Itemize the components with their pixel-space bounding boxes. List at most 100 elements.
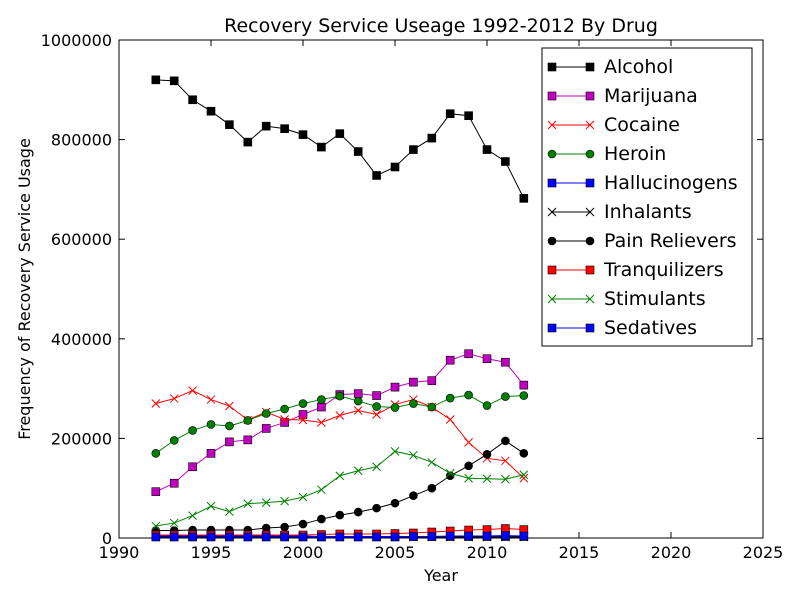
legend-label: Cocaine	[604, 114, 680, 136]
data-point-stimulants	[353, 466, 363, 476]
data-point-stimulants	[169, 518, 179, 528]
data-point-sedatives	[188, 532, 197, 542]
data-point-cocaine	[353, 406, 363, 415]
data-point-stimulants	[390, 446, 400, 456]
data-point-heroin	[519, 391, 529, 400]
data-point-stimulants	[501, 474, 510, 484]
data-point-alcohol	[519, 194, 529, 203]
data-point-marijuana	[445, 355, 455, 365]
legend-marker	[585, 265, 595, 275]
data-point-pain-relievers	[372, 503, 381, 513]
data-point-alcohol	[169, 76, 179, 86]
legend-label: Pain Relievers	[604, 230, 737, 252]
data-point-marijuana	[188, 462, 197, 472]
data-point-alcohol	[372, 171, 381, 180]
data-point-pain-relievers	[409, 491, 418, 500]
data-point-stimulants	[151, 521, 161, 531]
data-point-stimulants	[317, 485, 326, 495]
legend-marker	[547, 265, 557, 275]
data-point-marijuana	[298, 410, 308, 419]
y-tick-label: 800000	[51, 131, 112, 150]
data-point-marijuana	[372, 391, 381, 400]
data-point-pain-relievers	[464, 461, 473, 471]
legend-marker	[547, 149, 557, 159]
data-point-pain-relievers	[317, 514, 326, 524]
data-point-stimulants	[261, 498, 271, 507]
data-point-marijuana	[501, 357, 510, 367]
data-point-alcohol	[206, 106, 216, 116]
y-tick-label: 1000000	[41, 31, 112, 50]
data-point-pain-relievers	[501, 436, 510, 446]
x-axis-title: Year	[423, 566, 458, 585]
legend-marker	[547, 207, 557, 217]
data-point-alcohol	[501, 157, 510, 166]
x-tick-label: 2020	[651, 543, 692, 562]
data-point-heroin	[206, 420, 216, 429]
legend-box	[541, 47, 753, 347]
data-point-sedatives	[390, 532, 400, 542]
data-point-sedatives	[482, 531, 492, 541]
data-point-sedatives	[464, 531, 473, 541]
data-point-cocaine	[445, 415, 455, 424]
data-point-alcohol	[427, 133, 437, 143]
data-point-alcohol	[188, 95, 197, 105]
data-point-stimulants	[427, 457, 437, 467]
data-point-cocaine	[225, 401, 234, 411]
data-point-stimulants	[243, 499, 253, 508]
data-point-heroin	[317, 395, 326, 404]
data-point-heroin	[464, 390, 473, 400]
data-point-cocaine	[280, 415, 289, 424]
data-point-alcohol	[225, 120, 234, 129]
legend-item-sedatives: Sedatives	[547, 317, 697, 339]
axis-ticks: 1990 1995 2000 2005 2010 2015 2020 2025 0 200000 4…	[41, 31, 784, 562]
data-point-alcohol	[409, 145, 418, 154]
data-point-stimulants	[482, 474, 492, 484]
data-point-marijuana	[353, 389, 363, 398]
y-tick-label: 600000	[51, 230, 112, 249]
data-point-sedatives	[151, 532, 161, 542]
data-point-marijuana	[280, 418, 289, 427]
data-point-stimulants	[409, 450, 418, 460]
data-point-pain-relievers	[427, 483, 437, 493]
data-point-alcohol	[298, 130, 308, 139]
data-point-heroin	[445, 393, 455, 403]
x-tick-label: 2025	[743, 543, 784, 562]
legend-marker	[585, 294, 595, 304]
legend-label: Heroin	[604, 143, 666, 165]
data-point-sedatives	[372, 532, 381, 542]
data-point-sedatives	[519, 531, 529, 541]
legend-marker	[547, 91, 557, 101]
data-point-sedatives	[409, 532, 418, 541]
data-point-marijuana	[427, 376, 437, 385]
data-point-heroin	[482, 401, 492, 410]
legend-item-stimulants: Stimulants	[547, 288, 706, 310]
data-point-marijuana	[261, 424, 271, 433]
data-point-sedatives	[243, 532, 253, 542]
data-point-heroin	[280, 404, 289, 414]
chart-title: Recovery Service Useage 1992-2012 By Dru…	[224, 15, 658, 37]
legend-marker	[585, 207, 595, 217]
data-point-sedatives	[317, 532, 326, 542]
legend-marker	[585, 178, 595, 188]
data-point-heroin	[372, 402, 381, 411]
data-point-sedatives	[501, 531, 510, 540]
legend-marker	[547, 294, 557, 304]
data-point-marijuana	[225, 437, 234, 447]
data-point-pain-relievers	[519, 449, 529, 458]
legend-item-inhalants: Inhalants	[547, 201, 692, 223]
series-sedatives	[151, 531, 529, 542]
data-point-cocaine	[169, 394, 179, 403]
x-tick-label: 2010	[467, 543, 508, 562]
data-point-heroin	[409, 399, 418, 408]
data-point-stimulants	[445, 468, 455, 478]
data-point-alcohol	[280, 124, 289, 133]
data-point-sedatives	[427, 532, 437, 541]
legend-marker	[585, 62, 595, 72]
data-point-pain-relievers	[335, 510, 345, 520]
data-point-cocaine	[372, 410, 381, 419]
data-point-cocaine	[151, 399, 161, 408]
legend-marker	[547, 62, 557, 72]
data-point-stimulants	[280, 496, 289, 506]
legend-marker	[585, 236, 595, 246]
data-point-cocaine	[501, 456, 510, 466]
